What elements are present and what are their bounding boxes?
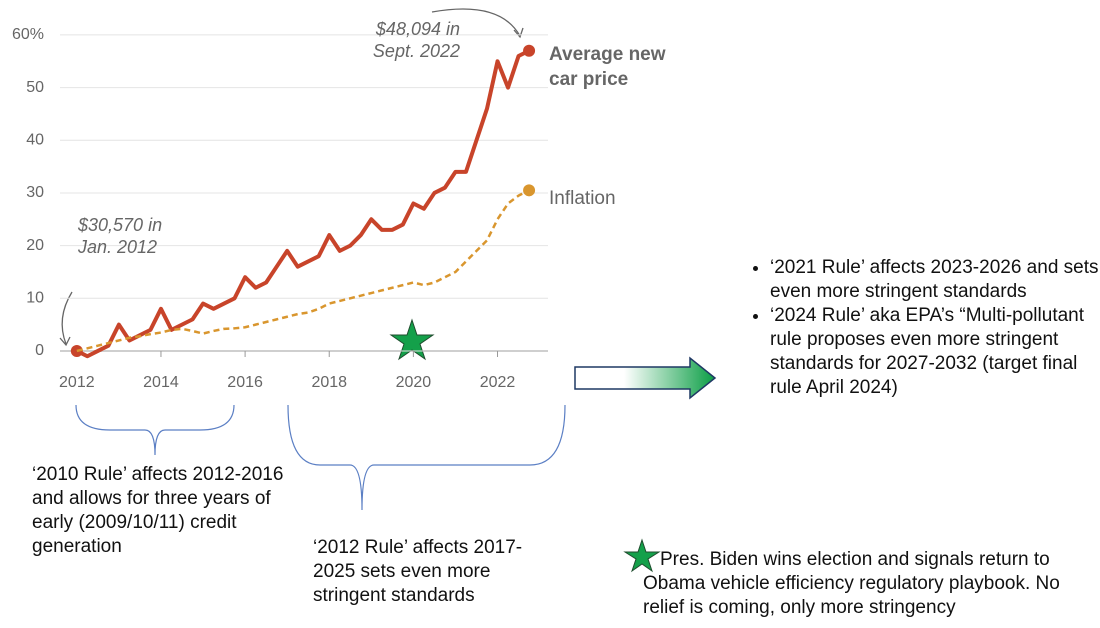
bullet: ‘2021 Rule’ affects 2023-2026 and sets e…	[770, 256, 1100, 304]
arrowhead	[513, 27, 524, 39]
y-tick-label: 30	[26, 184, 44, 201]
series-label: Inflation	[549, 188, 616, 209]
x-tick-label: 2014	[143, 374, 179, 391]
star-note: Pres. Biden wins election and signals re…	[643, 549, 1060, 618]
y-tick-label: 20	[26, 237, 44, 254]
annotation: $48,094 in Sept. 2022	[372, 19, 460, 61]
y-tick-label: 60%	[12, 26, 44, 43]
y-tick-label: 50	[26, 79, 44, 96]
star	[389, 318, 435, 361]
y-tick-label: 10	[26, 290, 44, 307]
brace	[75, 404, 235, 456]
series-line	[76, 189, 530, 353]
end-dot	[523, 184, 536, 197]
annotation-arrow	[61, 291, 73, 345]
x-tick-label: 2018	[311, 374, 347, 391]
brace-note: ‘2012 Rule’ affects 2017-2025 sets even …	[313, 537, 523, 606]
annotation: $30,570 in Jan. 2012	[78, 215, 163, 257]
end-dot	[523, 44, 536, 57]
y-tick-label: 40	[26, 131, 44, 148]
brace	[287, 404, 566, 511]
annotation-arrow	[431, 8, 521, 37]
x-tick-label: 2012	[59, 374, 95, 391]
y-tick-label: 0	[35, 342, 44, 359]
arrowhead	[59, 336, 71, 347]
bullet-list: ‘2021 Rule’ affects 2023-2026 and sets e…	[740, 256, 1100, 400]
x-tick-label: 2016	[227, 374, 263, 391]
brace-note: ‘2010 Rule’ affects 2012-2016 and allows…	[32, 464, 284, 557]
x-tick-label: 2022	[480, 374, 516, 391]
arrow	[574, 356, 717, 400]
x-tick-label: 2020	[396, 374, 432, 391]
series-label: Average new car price	[549, 44, 666, 90]
bullet: ‘2024 Rule’ aka EPA’s “Multi-pollutant r…	[770, 304, 1100, 400]
series-line	[75, 48, 530, 359]
star	[623, 538, 661, 573]
chart: 0 10 20 30 40 50 60% 2012 2014 2016 2018 2020 2022	[12, 8, 717, 573]
